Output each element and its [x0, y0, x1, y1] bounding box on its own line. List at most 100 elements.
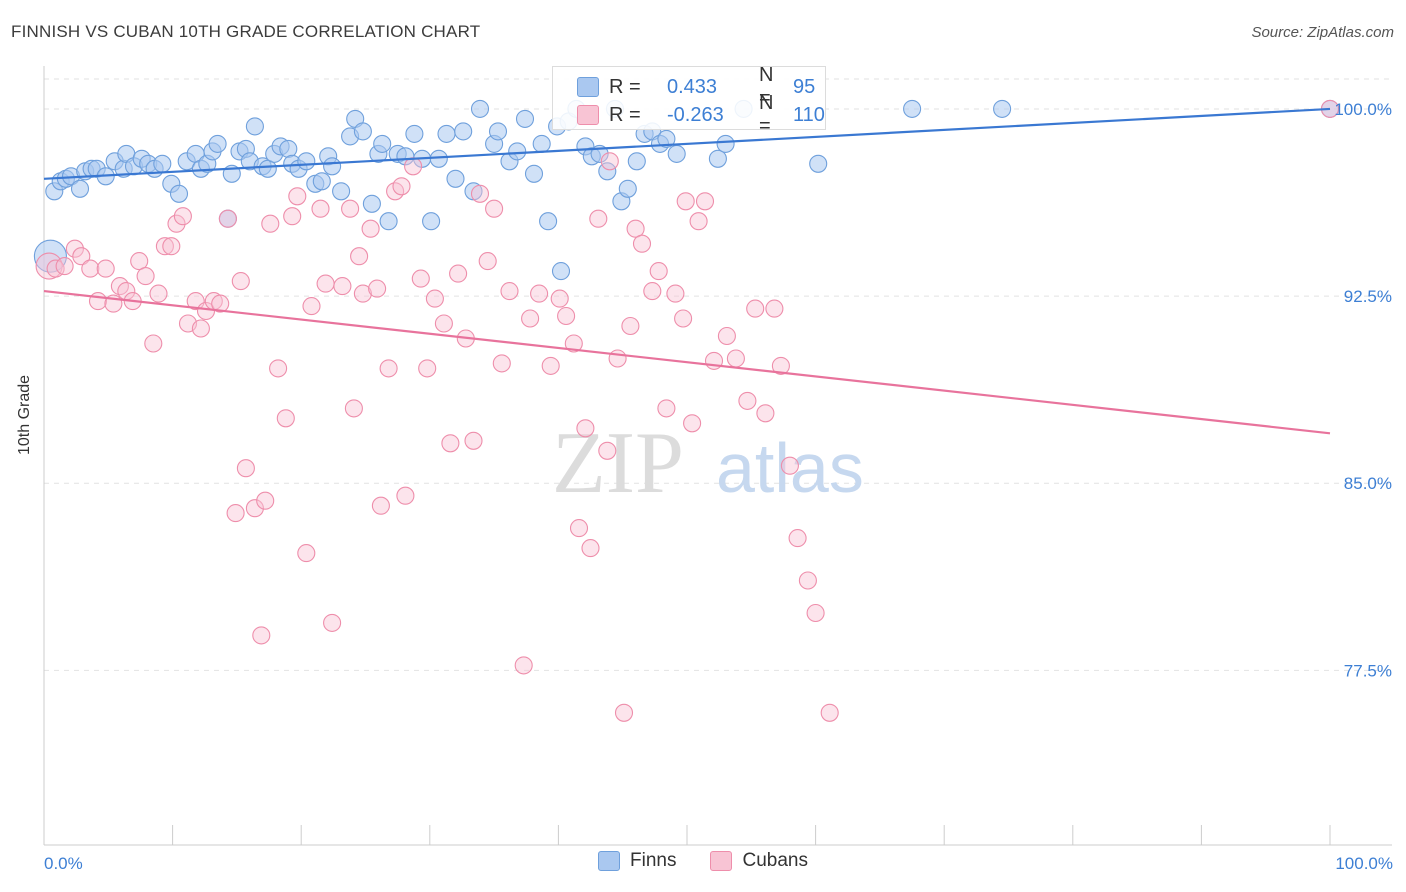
x-tick-label: 100.0%: [1335, 854, 1393, 873]
cubans-point: [344, 399, 363, 418]
legend: Finns Cubans: [0, 850, 1406, 872]
cubans-point: [418, 359, 437, 378]
cubans-point: [333, 277, 352, 296]
cubans-point: [614, 703, 634, 722]
stats-n-label: N =: [759, 64, 774, 109]
y-tick-label: 100.0%: [1334, 100, 1392, 119]
stats-r-label: R =: [609, 103, 641, 126]
cubans-point: [353, 284, 372, 303]
legend-label-finns: Finns: [630, 850, 677, 871]
finns-point: [332, 182, 351, 201]
cubans-point: [136, 267, 155, 286]
cubans-point: [464, 431, 483, 450]
y-axis-label: 10th Grade: [16, 374, 33, 455]
finns-point: [208, 134, 227, 153]
cubans-point: [780, 456, 799, 475]
finns-point: [524, 164, 544, 183]
cubans-point: [589, 209, 608, 228]
finns-point: [667, 144, 686, 163]
cubans-point: [350, 247, 369, 266]
cubans-point: [65, 239, 84, 258]
stats-n-label: N =: [759, 92, 774, 137]
finns-point: [312, 172, 331, 191]
cubans-point: [521, 309, 540, 328]
cubans-point: [283, 207, 302, 226]
cubans-point: [530, 284, 549, 303]
cubans-point: [396, 486, 415, 505]
cubans-point: [478, 252, 497, 271]
finns-point: [33, 239, 67, 273]
finns-point: [405, 124, 424, 143]
cubans-point: [806, 603, 825, 623]
finns-point: [422, 212, 441, 231]
cubans-point: [155, 237, 174, 256]
finns-point: [708, 149, 727, 168]
cubans-point: [316, 274, 335, 293]
finns-point: [539, 212, 558, 231]
finns-point: [437, 124, 456, 143]
legend-item-finns[interactable]: Finns: [598, 850, 676, 872]
cubans-point: [738, 391, 757, 410]
stats-box: R = 0.433 N = 95 R = -0.263 N = 110: [552, 64, 826, 137]
cubans-point: [191, 319, 210, 338]
finns-point: [716, 134, 735, 153]
cubans-point: [569, 519, 589, 538]
cubans-point: [626, 219, 645, 238]
finns-point: [627, 152, 646, 171]
cubans-point: [666, 284, 685, 303]
finns-point: [657, 129, 676, 148]
cubans-point: [771, 356, 790, 375]
cubans-point: [167, 214, 186, 233]
chart-title: FINNISH VS CUBAN 10TH GRADE CORRELATION …: [11, 22, 481, 41]
cubans-point: [144, 334, 163, 353]
cubans-point: [297, 544, 316, 563]
cubans-point: [576, 419, 595, 438]
cubans-point: [798, 571, 817, 590]
cubans-point: [88, 292, 108, 311]
finns-point: [488, 122, 508, 141]
cubans-point: [96, 259, 115, 278]
data-points: [33, 99, 1340, 722]
cubans-point: [500, 282, 519, 301]
cubans-point: [621, 316, 640, 336]
finns-point: [379, 212, 398, 231]
cubans-trend-line: [43, 289, 1331, 435]
cubans-point: [130, 252, 149, 271]
cubans-point: [726, 349, 745, 368]
cubans-point: [550, 289, 569, 308]
cubans-point: [371, 496, 390, 515]
finns-point: [279, 139, 298, 158]
cubans-point: [689, 212, 708, 231]
cubans-point: [449, 264, 468, 283]
cubans-point: [162, 237, 181, 256]
cubans-point: [236, 459, 255, 478]
finns-point: [532, 134, 551, 153]
finns-point: [373, 134, 392, 153]
finns-point: [362, 194, 381, 213]
cubans-point: [788, 529, 807, 548]
cubans-point: [441, 434, 460, 453]
cubans-point: [695, 192, 715, 211]
finns-point: [903, 99, 922, 118]
finns-point: [323, 157, 342, 176]
cubans-point: [218, 209, 237, 228]
watermark-zip: ZIP: [552, 415, 684, 512]
cubans-point: [514, 656, 533, 675]
stats-r-value: 0.433: [667, 75, 718, 98]
legend-item-cubans[interactable]: Cubans: [710, 850, 808, 872]
cubans-point: [717, 326, 736, 346]
watermark-atlas: atlas: [716, 429, 864, 507]
stats-n-value: 110: [793, 103, 825, 126]
cubans-point: [746, 299, 765, 318]
finns-point: [454, 122, 473, 141]
x-tick-label: 0.0%: [44, 854, 83, 873]
cubans-point: [820, 703, 839, 722]
cubans-point: [392, 177, 411, 196]
cubans-point: [302, 297, 321, 316]
y-tick-label: 77.5%: [1344, 661, 1392, 680]
tick-labels: 77.5% 85.0% 92.5% 100.0% 0.0% 100.0%: [44, 100, 1393, 873]
trend-lines: [43, 107, 1331, 435]
source-label: Source: ZipAtlas.com: [1251, 24, 1394, 41]
finns-point: [515, 109, 535, 128]
cubans-point: [55, 257, 74, 276]
